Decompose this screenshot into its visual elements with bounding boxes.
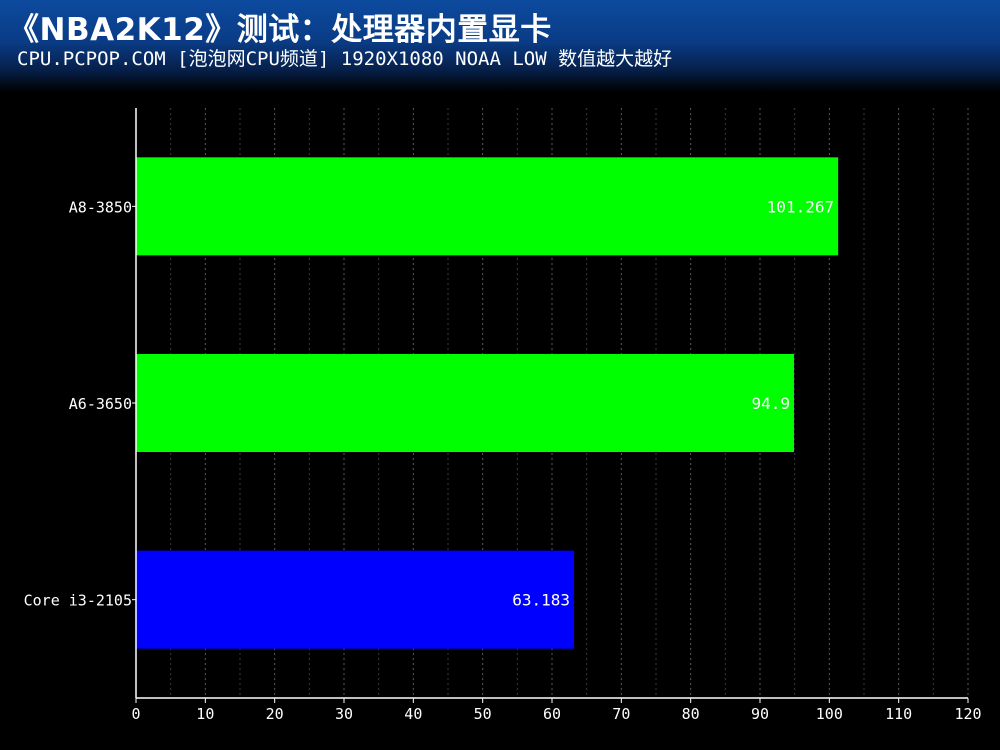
- x-tick-label: 120: [954, 705, 981, 723]
- x-tick-label: 100: [816, 705, 843, 723]
- category-label: A8-3850: [69, 198, 132, 216]
- x-tick-label: 60: [543, 705, 561, 723]
- x-tick-label: 70: [612, 705, 630, 723]
- bars: [136, 157, 839, 649]
- x-tick-label: 40: [404, 705, 422, 723]
- category-label: A6-3650: [69, 395, 132, 413]
- bar: [136, 354, 794, 452]
- x-tick-label: 80: [682, 705, 700, 723]
- x-tick-label: 90: [751, 705, 769, 723]
- axes: [132, 108, 969, 703]
- x-tick-label: 110: [885, 705, 912, 723]
- data-label: 94.9: [751, 394, 790, 413]
- x-tick-label: 10: [196, 705, 214, 723]
- bar: [136, 157, 839, 256]
- chart-subtitle: CPU.PCPOP.COM [泡泡网CPU频道] 1920X1080 NOAA …: [17, 48, 673, 70]
- labels: 101.267 A8-3850 94.9 A6-3650 63.183 Core i3-2…: [24, 197, 982, 723]
- x-tick-label: 30: [335, 705, 353, 723]
- data-label: 63.183: [512, 591, 570, 610]
- data-label: 101.267: [767, 197, 834, 216]
- category-label: Core i3-2105: [24, 592, 132, 610]
- chart-title: 《NBA2K12》测试：处理器内置显卡: [8, 12, 552, 48]
- bar: [136, 550, 575, 649]
- chart-header: 《NBA2K12》测试：处理器内置显卡 CPU.PCPOP.COM [泡泡网CP…: [0, 0, 1000, 92]
- x-tick-label: 0: [131, 705, 140, 723]
- x-tick-label: 20: [266, 705, 284, 723]
- x-tick-label: 50: [474, 705, 492, 723]
